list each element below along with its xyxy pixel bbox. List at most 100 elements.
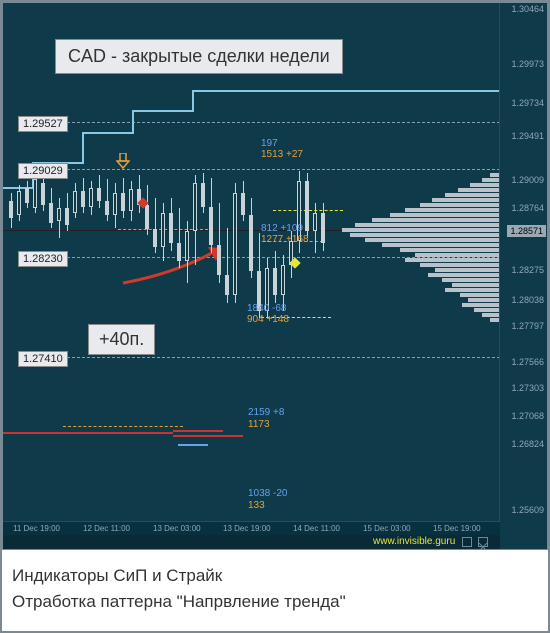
annotation-text: +40п. (99, 329, 144, 349)
profile-bar (342, 228, 500, 232)
y-tick-label: 1.28038 (511, 295, 544, 305)
profile-bar (460, 293, 500, 297)
chart-plot: 1971513 +27812 +1091277 +1681840 -68904 … (3, 3, 500, 523)
watermark-link[interactable]: www.invisible.guru (373, 536, 455, 547)
candle-body (121, 193, 125, 211)
arrow-down-icon (116, 153, 130, 174)
y-tick-label: 1.28275 (511, 265, 544, 275)
candle-body (281, 265, 285, 295)
candle-body (233, 193, 237, 295)
price-line (173, 435, 243, 437)
candle-body (305, 181, 309, 231)
candle-body (201, 183, 205, 207)
footer-bar: www.invisible.guru (3, 535, 500, 549)
current-price-marker: 1.28571 (507, 225, 546, 237)
price-label: 1.29527 (18, 116, 68, 132)
time-axis: 11 Dec 19:0012 Dec 11:0013 Dec 03:0013 D… (3, 521, 500, 549)
profile-bar (390, 213, 500, 217)
price-axis: 1.304641.299731.297341.294911.290091.287… (499, 3, 547, 550)
y-tick-label: 1.26824 (511, 439, 544, 449)
candle-body (225, 275, 229, 295)
profile-bar (445, 288, 500, 292)
y-tick-label: 1.29973 (511, 59, 544, 69)
x-tick-label: 15 Dec 03:00 (363, 524, 411, 533)
candle-body (17, 191, 21, 215)
profile-bar (462, 303, 500, 307)
candle-body (33, 179, 37, 208)
candle-body (105, 201, 109, 215)
profile-bar (482, 313, 500, 317)
detach-icon[interactable] (462, 537, 472, 547)
indicator-value: 1277 +168 (261, 234, 309, 245)
candle-body (273, 268, 277, 295)
candle-body (97, 188, 101, 201)
price-line (173, 430, 223, 432)
candle-body (129, 189, 133, 211)
indicator-value: 197 (261, 138, 278, 149)
y-tick-label: 1.30464 (511, 4, 544, 14)
y-tick-label: 1.29009 (511, 175, 544, 185)
indicator-value: 1840 -68 (247, 303, 286, 314)
caption-line-2: Отработка паттерна "Напрвление тренда" (12, 592, 532, 612)
candle-body (41, 183, 45, 205)
candle-body (313, 213, 317, 231)
candle-body (249, 215, 253, 271)
profile-bar (428, 273, 500, 277)
profile-bar (372, 218, 500, 222)
y-tick-label: 1.27068 (511, 411, 544, 421)
profile-bar (435, 268, 500, 272)
candle-body (161, 213, 165, 247)
y-tick-label: 1.29734 (511, 98, 544, 108)
profile-bar (468, 298, 500, 302)
indicator-value: 1173 (248, 419, 270, 430)
indicator-value: 904 +148 (247, 314, 289, 325)
candle-body (193, 183, 197, 231)
candle-body (9, 201, 13, 218)
price-label: 1.28230 (18, 251, 68, 267)
price-line (178, 444, 208, 446)
chart-frame: 1971513 +27812 +1091277 +1681840 -68904 … (2, 2, 548, 550)
candle-body (169, 213, 173, 243)
price-line (3, 432, 173, 434)
profile-bar (382, 243, 500, 247)
chart-title-box: CAD - закрытые сделки недели (55, 39, 343, 74)
profile-bar (420, 263, 500, 267)
candle-body (321, 213, 325, 243)
profile-bar (365, 238, 500, 242)
candle-body (241, 193, 245, 215)
price-label: 1.27410 (18, 351, 68, 367)
profile-bar (442, 278, 500, 282)
y-tick-label: 1.25609 (511, 505, 544, 515)
caption-line-1: Индикаторы СиП и Страйк (12, 566, 532, 586)
profile-bar (350, 233, 500, 237)
x-tick-label: 13 Dec 03:00 (153, 524, 201, 533)
profile-bar (458, 188, 500, 192)
x-tick-label: 15 Dec 19:00 (433, 524, 481, 533)
candle-body (185, 231, 189, 261)
profile-bar (482, 178, 500, 182)
candle-body (49, 203, 53, 223)
y-tick-label: 1.29491 (511, 131, 544, 141)
y-tick-label: 1.27797 (511, 321, 544, 331)
indicator-value: 2159 +8 (248, 407, 284, 418)
candle-body (217, 245, 221, 275)
caption-area: Индикаторы СиП и Страйк Отработка паттер… (12, 560, 532, 612)
close-icon[interactable] (478, 537, 488, 547)
price-line (67, 169, 500, 170)
profile-bar (445, 193, 500, 197)
price-label: 1.29029 (18, 163, 68, 179)
profile-bar (470, 183, 500, 187)
profile-bar (420, 203, 500, 207)
candle-body (177, 243, 181, 261)
candle-body (25, 188, 29, 203)
profile-bar (474, 308, 500, 312)
candle-body (65, 208, 69, 225)
y-tick-label: 1.27303 (511, 383, 544, 393)
x-tick-label: 11 Dec 19:00 (13, 524, 60, 533)
price-line (67, 122, 500, 123)
price-line (67, 357, 500, 358)
step-line (3, 91, 500, 188)
profile-bar (400, 248, 500, 252)
x-tick-label: 14 Dec 11:00 (293, 524, 340, 533)
candle-body (113, 193, 117, 215)
